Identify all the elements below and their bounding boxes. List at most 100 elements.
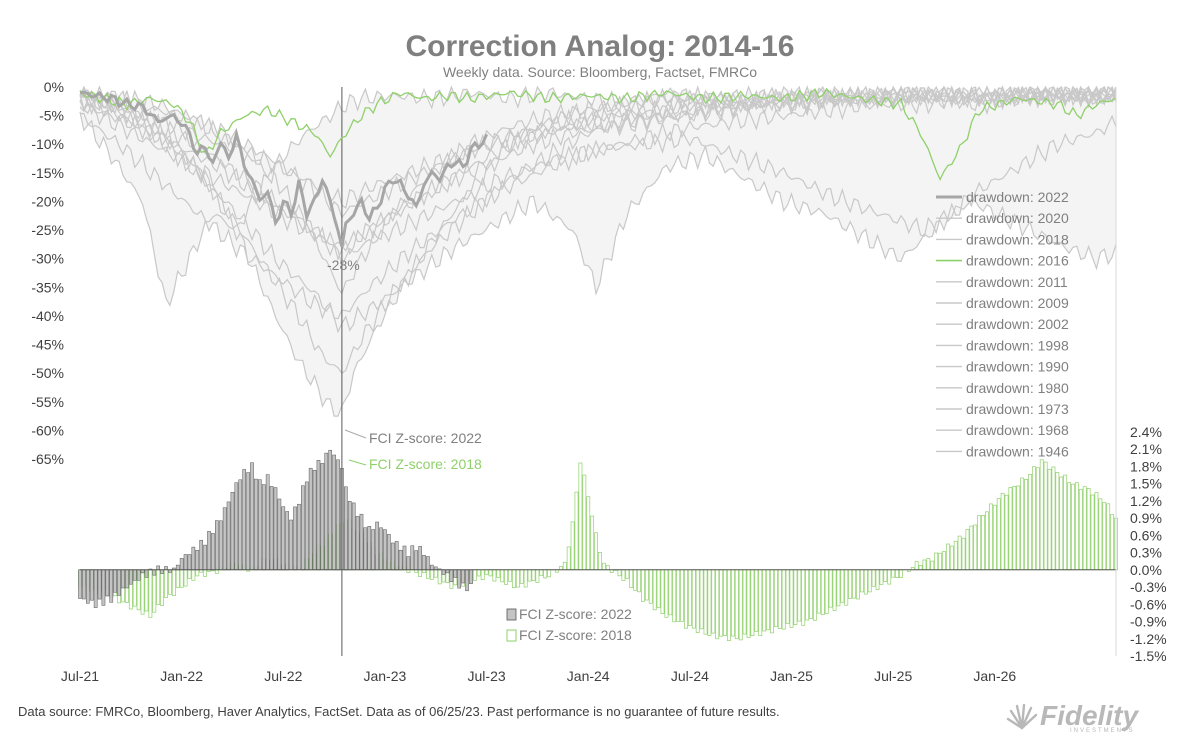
legend-label: drawdown: 2022 xyxy=(966,189,1069,205)
fci-2018-bar xyxy=(625,569,630,579)
fci-2022-bar xyxy=(465,569,469,592)
trough-label: -28% xyxy=(327,257,360,273)
fci-2018-bar xyxy=(727,569,731,641)
fci-2022-bar xyxy=(308,467,313,571)
fci-2018-bar xyxy=(578,462,583,571)
right-tick-label: 1.8% xyxy=(1130,459,1162,475)
fci-2022-bar xyxy=(265,474,270,571)
fidelity-logo-icon xyxy=(1006,703,1038,730)
fci-2018-bar xyxy=(977,515,982,571)
fci-2022-bar xyxy=(258,479,262,571)
fci-2018-bar xyxy=(695,569,700,633)
fci-2022-bar xyxy=(367,526,372,571)
legend-label: drawdown: 1998 xyxy=(966,337,1069,353)
fci-2018-bar xyxy=(973,524,978,571)
historical-drawdown-line xyxy=(79,85,1117,262)
fci-2018-bar xyxy=(754,569,759,632)
fci-2018-bar xyxy=(723,569,727,636)
fci-2018-bar xyxy=(1028,474,1032,571)
fci-2018-bar xyxy=(844,569,849,606)
fci-2018-bar xyxy=(887,569,892,585)
fci-2022-bar xyxy=(136,569,141,581)
fci-2022-bar xyxy=(383,529,387,571)
fci-2022-bar xyxy=(379,527,383,571)
fci-2018-bar xyxy=(762,569,767,632)
fci-2018-bar xyxy=(418,569,423,577)
fci-2022-bar xyxy=(183,554,188,571)
historical-drawdown-line xyxy=(79,88,1117,334)
fci-2018-bar xyxy=(981,515,986,571)
fci-2022-bar xyxy=(430,564,434,571)
fci-2018-bar xyxy=(152,569,157,613)
fci-2022-bar xyxy=(187,554,192,571)
fci-2018-bar xyxy=(160,569,165,606)
right-tick-label: 0.3% xyxy=(1130,545,1162,561)
fci-2018-bar xyxy=(816,569,821,614)
fci-2022-bar xyxy=(398,549,403,571)
historical-drawdown-line xyxy=(79,85,1117,320)
drawdown-2016-line xyxy=(79,87,1117,182)
fci-2018-bar xyxy=(680,569,684,622)
fci-2018-bar xyxy=(895,569,899,578)
historical-drawdown-line xyxy=(79,85,1117,209)
fci-2018-bar xyxy=(813,569,817,621)
fci-2018-bar xyxy=(543,569,548,579)
right-tick-label: 0.6% xyxy=(1130,527,1162,543)
fidelity-logo-word: Fidelity xyxy=(1040,700,1139,731)
legend-label: drawdown: 2018 xyxy=(966,231,1069,247)
fci-2018-bar xyxy=(1020,477,1025,571)
fci-2018-bar xyxy=(664,569,669,618)
fci-2018-bar xyxy=(433,569,438,578)
fci-2018-bar xyxy=(156,569,161,605)
fci-2022-bar xyxy=(414,550,419,571)
fci-2018-bar xyxy=(668,569,673,616)
fci-2022-bar xyxy=(246,472,250,571)
fci-2018-bar xyxy=(629,569,634,588)
fci-2018-bar xyxy=(1082,486,1087,571)
left-tick-label: -50% xyxy=(31,365,64,381)
left-tick-label: -5% xyxy=(39,108,64,124)
fci-2022-bar xyxy=(230,492,235,571)
fci-2018-bar xyxy=(1055,472,1060,571)
fci-2018-bar xyxy=(957,535,962,571)
fci-2018-bar xyxy=(891,569,896,578)
fci-2022-bar xyxy=(320,463,325,571)
fci-2022-bar xyxy=(113,569,118,593)
fci-2018-bar xyxy=(187,569,192,579)
fci-2018-bar xyxy=(922,559,927,571)
fci-2022-bar xyxy=(351,502,356,571)
fci-2018-bar xyxy=(836,569,841,607)
fci-2018-bar xyxy=(797,569,802,622)
fci-2022-bar xyxy=(347,501,352,571)
fci-2018-bar xyxy=(519,569,524,584)
fci-2018-bar xyxy=(140,569,145,615)
fci-2018-bar xyxy=(648,569,653,604)
fci-2018-bar xyxy=(672,569,677,623)
x-tick-label: Jan-23 xyxy=(363,668,406,684)
fci-2022-bar xyxy=(461,569,465,584)
right-tick-label: 2.4% xyxy=(1130,424,1162,440)
fci-2022-bar xyxy=(344,486,348,571)
fci-2018-bar xyxy=(934,552,939,571)
fci-2018-bar xyxy=(969,525,974,571)
fci-2018-bar xyxy=(801,569,806,626)
fci-2018-bar xyxy=(476,569,481,577)
fci-2022-bar xyxy=(359,513,364,571)
fci-2018-bar xyxy=(633,569,638,591)
fci-2018-bar xyxy=(1008,487,1013,571)
fci-2018-bar xyxy=(867,569,872,593)
fci-2018-bar xyxy=(856,569,860,600)
fci-2018-bar xyxy=(859,569,864,593)
fci-2018-bar xyxy=(824,569,829,614)
fci-2022-bar xyxy=(121,569,125,589)
fci-2018-bar xyxy=(938,552,942,571)
legend-label: drawdown: 1946 xyxy=(966,443,1069,459)
fci-2018-bar xyxy=(1102,502,1107,571)
right-tick-label: 1.2% xyxy=(1130,493,1162,509)
fci-2022-bar xyxy=(387,534,391,571)
fci-2022-bar xyxy=(215,520,219,571)
chart-subtitle: Weekly data. Source: Bloomberg, Factset,… xyxy=(443,64,757,80)
fci-2018-bar xyxy=(527,569,532,582)
fci-2018-bar xyxy=(828,569,833,608)
fci-2022-bar xyxy=(93,569,98,608)
